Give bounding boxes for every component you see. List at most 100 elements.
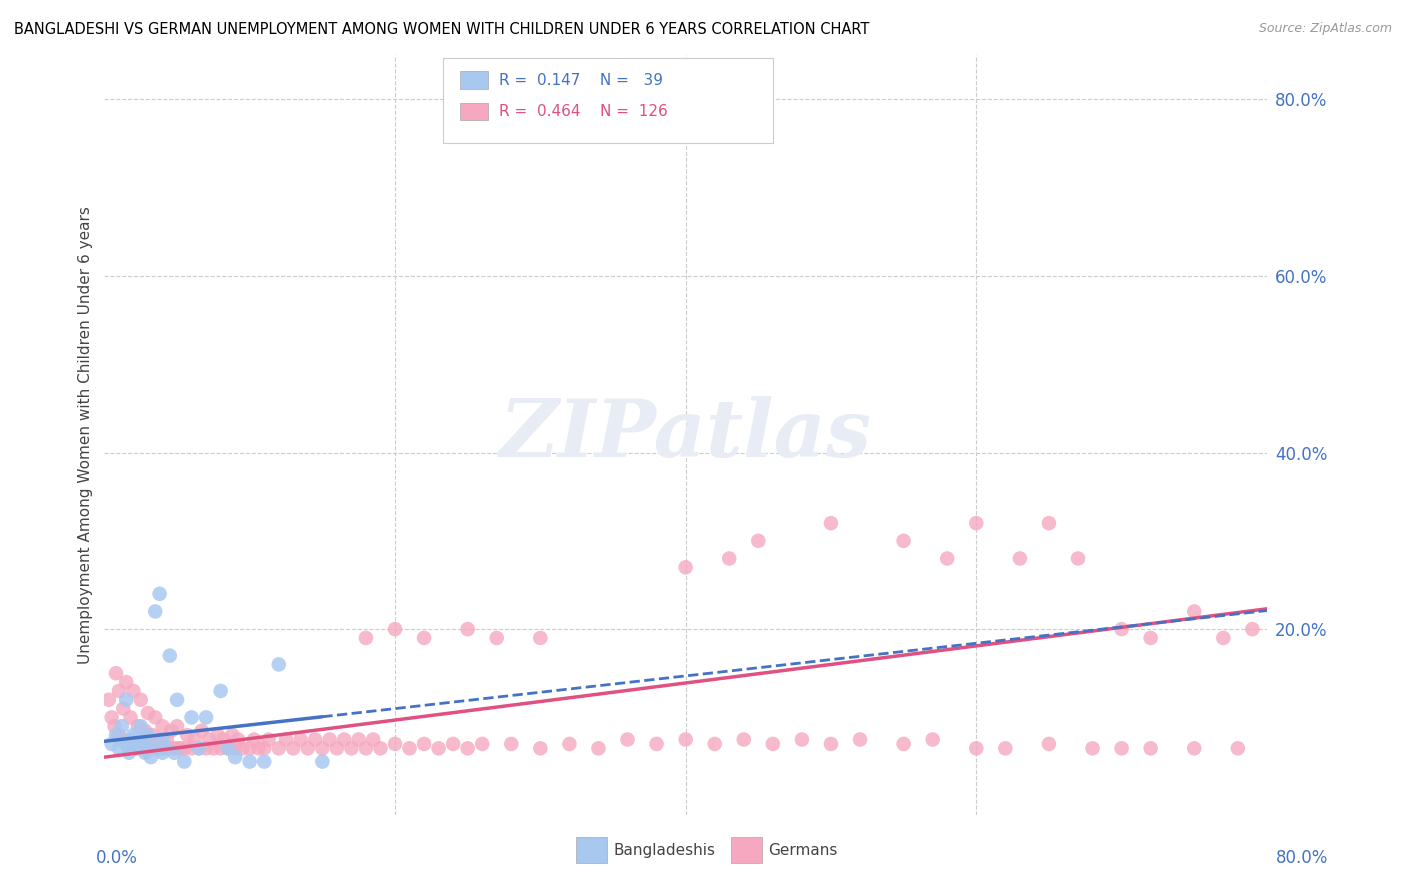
Point [152,746,174,760]
Point [173,755,195,769]
Text: Bangladeshis: Bangladeshis [613,843,716,857]
Point [849,732,872,747]
Point [152,719,174,733]
Point [226,732,249,747]
Point [122,728,145,742]
Point [304,732,326,747]
Point [747,533,769,548]
Point [136,741,159,756]
Text: Source: ZipAtlas.com: Source: ZipAtlas.com [1258,22,1392,36]
Point [224,750,246,764]
Point [921,732,943,747]
Point [143,710,166,724]
Text: R =  0.147    N =   39: R = 0.147 N = 39 [499,73,664,87]
Point [457,622,479,636]
Point [166,692,188,706]
Point [183,732,205,747]
Point [105,728,128,742]
Point [129,692,152,706]
Point [347,732,370,747]
Point [297,741,319,756]
Point [100,737,122,751]
Point [166,719,188,733]
Point [103,719,125,733]
Point [384,622,406,636]
Point [616,732,638,747]
Point [529,741,551,756]
Point [120,710,142,724]
Point [588,741,610,756]
Point [173,741,195,756]
Point [129,737,152,751]
Point [267,657,290,672]
Point [485,631,508,645]
Point [108,728,131,742]
Point [703,737,725,751]
Text: ZIPatlas: ZIPatlas [499,396,872,474]
Point [155,741,177,756]
Point [118,746,141,760]
Point [253,755,276,769]
Point [108,741,131,756]
Point [558,737,581,751]
Point [108,684,131,698]
Point [217,741,239,756]
Point [112,701,135,715]
Point [155,741,177,756]
Point [1139,631,1161,645]
Point [139,741,162,756]
Point [141,728,163,742]
Point [529,631,551,645]
Point [217,741,239,756]
Point [149,732,172,747]
Point [195,710,218,724]
Point [311,755,333,769]
Point [1212,631,1234,645]
Point [283,741,305,756]
Point [163,741,186,756]
Point [398,741,420,756]
Point [893,533,915,548]
Point [290,732,312,747]
Point [221,728,243,742]
Point [207,728,229,742]
Text: R =  0.464    N =  126: R = 0.464 N = 126 [499,104,668,119]
Point [311,741,333,756]
Text: BANGLADESHI VS GERMAN UNEMPLOYMENT AMONG WOMEN WITH CHILDREN UNDER 6 YEARS CORRE: BANGLADESHI VS GERMAN UNEMPLOYMENT AMONG… [14,22,869,37]
Point [457,741,479,756]
Point [125,741,148,756]
Point [354,741,377,756]
Point [152,741,174,756]
Point [149,587,172,601]
Point [1182,741,1205,756]
Point [122,684,145,698]
Point [1111,741,1133,756]
Point [115,692,138,706]
Point [718,551,741,566]
Point [136,741,159,756]
Point [1008,551,1031,566]
Point [111,732,134,747]
Point [180,710,202,724]
Point [1038,737,1060,751]
Point [169,741,191,756]
Point [152,732,174,747]
Point [820,737,842,751]
Point [1241,622,1264,636]
Point [790,732,813,747]
Point [247,741,270,756]
Point [187,741,209,756]
Point [471,737,494,751]
Point [333,732,356,747]
Text: 0.0%: 0.0% [96,849,138,867]
Point [965,741,987,756]
Point [209,741,232,756]
Point [122,741,145,756]
Point [326,741,349,756]
Point [267,741,290,756]
Point [239,741,262,756]
Point [1111,622,1133,636]
Point [160,723,183,738]
Point [187,741,209,756]
Point [136,728,159,742]
